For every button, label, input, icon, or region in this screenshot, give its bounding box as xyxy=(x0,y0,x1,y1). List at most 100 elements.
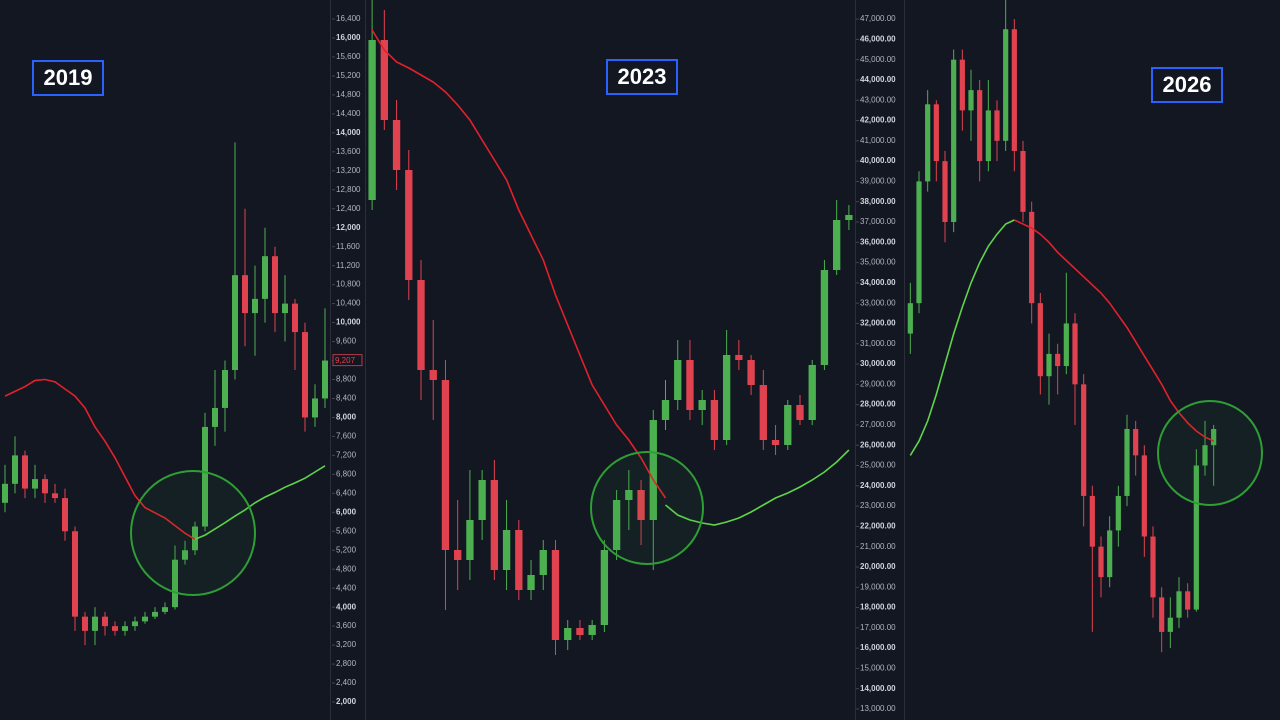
candle-body xyxy=(1193,465,1199,610)
candle-body xyxy=(1063,323,1069,367)
candle-body xyxy=(1029,211,1035,304)
y-tick-label: 43,000.00 xyxy=(860,95,896,104)
y-tick-label: 30,000.00 xyxy=(860,359,896,368)
candle-body xyxy=(1167,617,1173,632)
candle-body xyxy=(490,480,499,570)
candle-body xyxy=(1020,150,1026,212)
candle-body xyxy=(1107,530,1113,578)
candle-body xyxy=(1046,353,1052,377)
candle-body xyxy=(515,530,523,590)
y-tick-label: 45,000.00 xyxy=(860,55,896,64)
moving-average-line xyxy=(371,29,667,499)
y-tick-label: 18,000.00 xyxy=(860,603,896,612)
candle-body xyxy=(478,480,486,520)
y-tick-label: 3,600 xyxy=(336,621,357,630)
y-tick-label: 2,800 xyxy=(336,659,357,668)
candle-body xyxy=(72,531,78,617)
candle-body xyxy=(392,120,401,170)
candle-body xyxy=(942,161,948,222)
candle-body xyxy=(262,256,268,299)
y-tick-label: 13,000.00 xyxy=(860,704,896,713)
candle-body xyxy=(417,280,425,370)
y-tick-label: 14,000.00 xyxy=(860,684,896,693)
candle-body xyxy=(951,59,957,222)
y-tick-label: 15,200 xyxy=(336,71,361,80)
candle-body xyxy=(527,575,535,590)
candle-body xyxy=(907,303,913,334)
y-tick-label: 4,400 xyxy=(336,583,357,592)
candle-body xyxy=(429,370,437,380)
candle-body xyxy=(405,170,413,280)
candle-body xyxy=(292,303,298,333)
year-label: 2023 xyxy=(618,64,667,89)
candle-body xyxy=(933,104,939,162)
y-tick-label: 16,000.00 xyxy=(860,643,896,652)
candle-body xyxy=(62,498,68,532)
y-tick-label: 32,000.00 xyxy=(860,319,896,328)
plot xyxy=(368,0,853,655)
moving-average-line xyxy=(909,219,1015,456)
highlight-circle xyxy=(1157,400,1263,506)
y-tick-label: 7,200 xyxy=(336,450,357,459)
price-axis-panel xyxy=(855,0,905,720)
y-tick-label: 19,000.00 xyxy=(860,582,896,591)
candle-body xyxy=(968,90,974,111)
plot xyxy=(2,142,328,646)
highlight-circle xyxy=(130,470,256,596)
y-tick-label: 26,000.00 xyxy=(860,440,896,449)
y-tick-label: 8,400 xyxy=(336,394,357,403)
candle-body xyxy=(985,110,991,162)
candle-body xyxy=(686,360,694,410)
candle-body xyxy=(588,625,596,635)
candle-body xyxy=(1202,445,1208,466)
y-tick-label: 40,000.00 xyxy=(860,156,896,165)
y-tick-label: 12,800 xyxy=(336,185,361,194)
candle-body xyxy=(994,110,1000,141)
y-tick-label: 41,000.00 xyxy=(860,136,896,145)
candle-body xyxy=(1124,428,1130,496)
candle-body xyxy=(820,270,829,365)
moving-average-line xyxy=(4,378,196,540)
y-tick-label: 36,000.00 xyxy=(860,237,896,246)
candle-body xyxy=(698,400,706,410)
moving-average-line xyxy=(194,465,326,541)
candle-body xyxy=(32,479,38,489)
y-tick-label: 25,000.00 xyxy=(860,461,896,470)
y-tick-label: 14,400 xyxy=(336,109,361,118)
candle-body xyxy=(202,426,208,527)
candle-body xyxy=(172,559,178,608)
y-tick-label: 24,000.00 xyxy=(860,481,896,490)
candle-body xyxy=(832,220,841,270)
y-tick-label: 15,600 xyxy=(336,52,361,61)
y-tick-label: 8,800 xyxy=(336,375,357,384)
candle-body xyxy=(322,360,328,399)
y-tick-label: 21,000.00 xyxy=(860,542,896,551)
candle-body xyxy=(576,628,584,635)
y-tick-label: 9,600 xyxy=(336,337,357,346)
y-tick-label: 37,000.00 xyxy=(860,217,896,226)
y-tick-label: 20,000.00 xyxy=(860,562,896,571)
candle-body xyxy=(1081,384,1087,496)
candle-body xyxy=(1098,546,1104,578)
candle-body xyxy=(302,332,308,418)
candle-body xyxy=(222,370,228,408)
candle-body xyxy=(82,616,88,631)
candle-body xyxy=(1055,353,1061,367)
y-tick-label: 23,000.00 xyxy=(860,501,896,510)
candle-body xyxy=(784,405,792,445)
candle-body xyxy=(1037,303,1043,377)
candle-body xyxy=(502,530,511,570)
y-tick-label: 16,000 xyxy=(336,33,361,42)
y-tick-label: 4,800 xyxy=(336,564,357,573)
y-tick-label: 10,400 xyxy=(336,299,361,308)
y-tick-label: 4,000 xyxy=(336,602,357,611)
y-tick-label: 29,000.00 xyxy=(860,379,896,388)
candle-body xyxy=(312,398,318,418)
y-tick-label: 33,000.00 xyxy=(860,298,896,307)
candle-body xyxy=(368,40,376,200)
candle-body xyxy=(12,455,18,484)
candle-body xyxy=(845,215,853,220)
y-tick-label: 6,000 xyxy=(336,507,357,516)
candle-body xyxy=(649,420,657,520)
candle-body xyxy=(152,611,158,617)
